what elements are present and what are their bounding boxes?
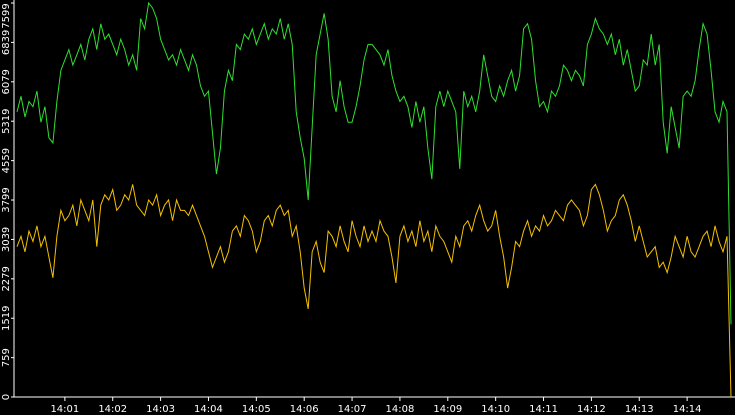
x-tick-label: 14:07 — [338, 404, 367, 415]
y-tick-label: 5319 — [1, 108, 12, 133]
x-tick-label: 14:02 — [98, 404, 127, 415]
x-tick-label: 14:04 — [194, 404, 223, 415]
x-tick-label: 14:11 — [529, 404, 558, 415]
line-series — [16, 183, 732, 398]
x-tick-label: 14:14 — [673, 404, 702, 415]
x-tick-label: 14:10 — [481, 404, 510, 415]
y-tick-label: 2279 — [1, 266, 12, 291]
x-tick-label: 14:08 — [386, 404, 415, 415]
x-tick-label: 14:13 — [625, 404, 654, 415]
y-tick-label: 7599 — [1, 3, 12, 28]
y-tick-label: 6839 — [1, 30, 12, 55]
line-series — [16, 1, 732, 325]
x-tick-label: 14:09 — [433, 404, 462, 415]
y-tick-label: 6079 — [1, 69, 12, 94]
x-tick-label: 14:01 — [50, 404, 79, 415]
y-tick-label: 4559 — [1, 148, 12, 173]
x-tick-label: 14:05 — [242, 404, 271, 415]
y-tick-label: 3799 — [1, 187, 12, 212]
x-tick-label: 14:03 — [146, 404, 175, 415]
y-tick-label: 759 — [1, 348, 12, 367]
x-tick-label: 14:12 — [577, 404, 606, 415]
y-tick-label: 1519 — [1, 306, 12, 331]
x-tick-label: 14:06 — [290, 404, 319, 415]
y-tick-label: 0 — [1, 394, 12, 400]
y-tick-label: 3039 — [1, 227, 12, 252]
